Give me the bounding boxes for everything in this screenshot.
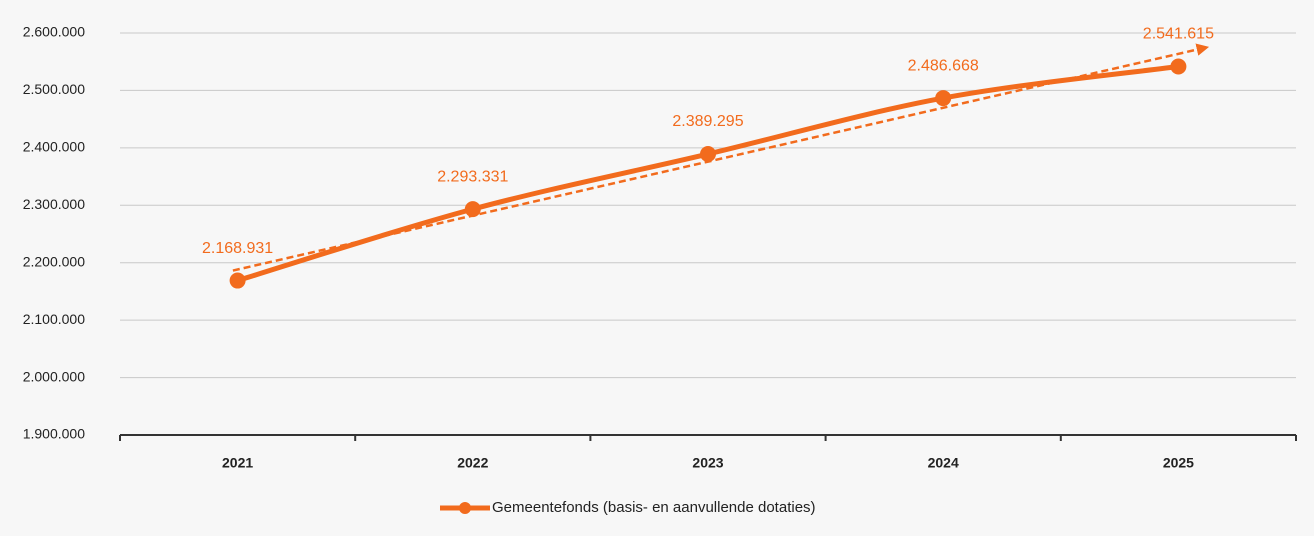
legend-marker xyxy=(459,502,471,514)
y-tick-label: 2.100.000 xyxy=(23,311,85,327)
y-tick-label: 2.300.000 xyxy=(23,196,85,212)
point xyxy=(700,146,716,163)
data-label: 2.293.331 xyxy=(437,168,508,185)
data-label: 2.168.931 xyxy=(202,240,273,257)
x-tick-label: 2024 xyxy=(928,455,959,471)
x-tick-label: 2025 xyxy=(1163,455,1194,471)
x-tick-label: 2022 xyxy=(457,455,488,471)
y-tick-label: 2.500.000 xyxy=(23,81,85,97)
y-tick-label: 1.900.000 xyxy=(23,426,85,442)
x-tick-label: 2021 xyxy=(222,455,253,471)
y-tick-label: 2.000.000 xyxy=(23,368,85,384)
point xyxy=(1170,58,1187,75)
data-label: 2.389.295 xyxy=(672,113,743,130)
y-tick-label: 2.200.000 xyxy=(23,253,85,269)
x-tick-label: 2023 xyxy=(692,455,723,471)
y-tick-label: 2.400.000 xyxy=(23,139,85,155)
point xyxy=(464,201,481,218)
data-label: 2.486.668 xyxy=(908,57,979,74)
point xyxy=(229,272,246,289)
y-tick-label: 2.600.000 xyxy=(23,24,85,40)
point xyxy=(935,90,952,107)
line xyxy=(235,64,1181,284)
data-label: 2.541.615 xyxy=(1143,26,1214,43)
legend-label: Gemeentefonds (basis- en aanvullende dot… xyxy=(492,499,816,516)
